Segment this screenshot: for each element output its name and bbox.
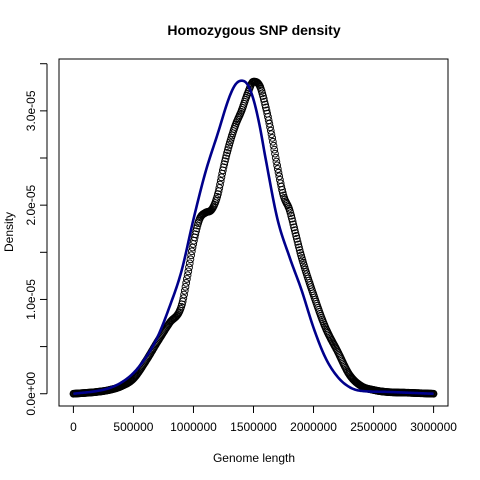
density-point <box>192 227 200 236</box>
density-point <box>293 234 301 243</box>
density-point <box>268 134 277 142</box>
density-point <box>265 119 274 128</box>
density-point <box>269 137 277 146</box>
x-axis: 0 500000 1000000 1500000 2000000 2500000 30000… <box>70 405 457 434</box>
density-point <box>259 92 267 100</box>
density-point <box>183 275 191 283</box>
density-point <box>259 94 268 103</box>
y-axis: 0.0e+00 1.0e-05 2.0e-05 3.0e-05 <box>24 63 48 416</box>
density-point <box>295 243 303 252</box>
density-point <box>290 223 298 232</box>
density-point <box>288 217 297 226</box>
density-point <box>221 154 230 163</box>
x-tick-label: 1500000 <box>230 420 277 434</box>
density-point <box>191 230 200 239</box>
y-axis-label: Density <box>2 212 16 252</box>
density-point <box>271 149 279 158</box>
density-point <box>179 294 188 303</box>
density-point <box>289 220 298 229</box>
density-point <box>287 211 296 220</box>
density-point <box>294 240 303 249</box>
density-point <box>215 184 224 192</box>
density-point <box>220 160 229 169</box>
density-point <box>273 161 281 170</box>
density-point <box>181 283 190 291</box>
density-point <box>216 180 224 189</box>
density-point <box>272 157 281 166</box>
density-point <box>266 126 275 135</box>
x-tick-label: 3000000 <box>410 420 457 434</box>
density-point <box>278 186 286 194</box>
x-tick-label: 2500000 <box>350 420 397 434</box>
y-tick-label: 1.0e-05 <box>24 279 38 320</box>
density-point <box>273 165 282 173</box>
chart-title: Homozygous SNP density <box>167 22 340 38</box>
density-point <box>187 247 196 256</box>
x-tick-label: 2000000 <box>290 420 337 434</box>
density-point <box>182 279 191 287</box>
density-point <box>274 168 283 177</box>
y-tick-label: 3.0e-05 <box>24 90 38 131</box>
density-point <box>269 141 278 150</box>
density-point <box>183 271 192 280</box>
x-tick-label: 500000 <box>113 420 153 434</box>
density-point <box>180 286 189 295</box>
density-point <box>261 100 269 109</box>
x-axis-label: Genome length <box>213 451 295 465</box>
density-point <box>266 123 274 131</box>
density-point <box>271 153 280 162</box>
density-point <box>216 177 225 185</box>
density-point <box>187 251 195 260</box>
density-point <box>221 157 229 166</box>
density-line-series <box>73 79 434 396</box>
density-point <box>180 290 188 299</box>
density-point <box>267 130 276 139</box>
series-layer <box>69 77 438 398</box>
density-point <box>184 267 193 276</box>
y-tick-label: 2.0e-05 <box>24 184 38 225</box>
density-point <box>253 78 262 87</box>
density-point <box>293 237 302 246</box>
x-tick-label: 1000000 <box>170 420 217 434</box>
x-tick-label: 0 <box>70 420 77 434</box>
density-point <box>219 163 228 172</box>
density-point <box>290 226 299 235</box>
y-tick-label: 0.0e+00 <box>24 372 38 416</box>
density-point <box>185 259 194 268</box>
density-point <box>260 97 269 106</box>
plot-frame <box>58 58 449 407</box>
density-point <box>185 263 193 272</box>
density-point <box>288 214 296 223</box>
density-point <box>292 232 300 240</box>
density-point <box>275 172 284 181</box>
density-point <box>291 229 300 237</box>
density-point <box>186 255 195 264</box>
density-point <box>270 145 279 154</box>
density-points-series <box>69 77 438 398</box>
